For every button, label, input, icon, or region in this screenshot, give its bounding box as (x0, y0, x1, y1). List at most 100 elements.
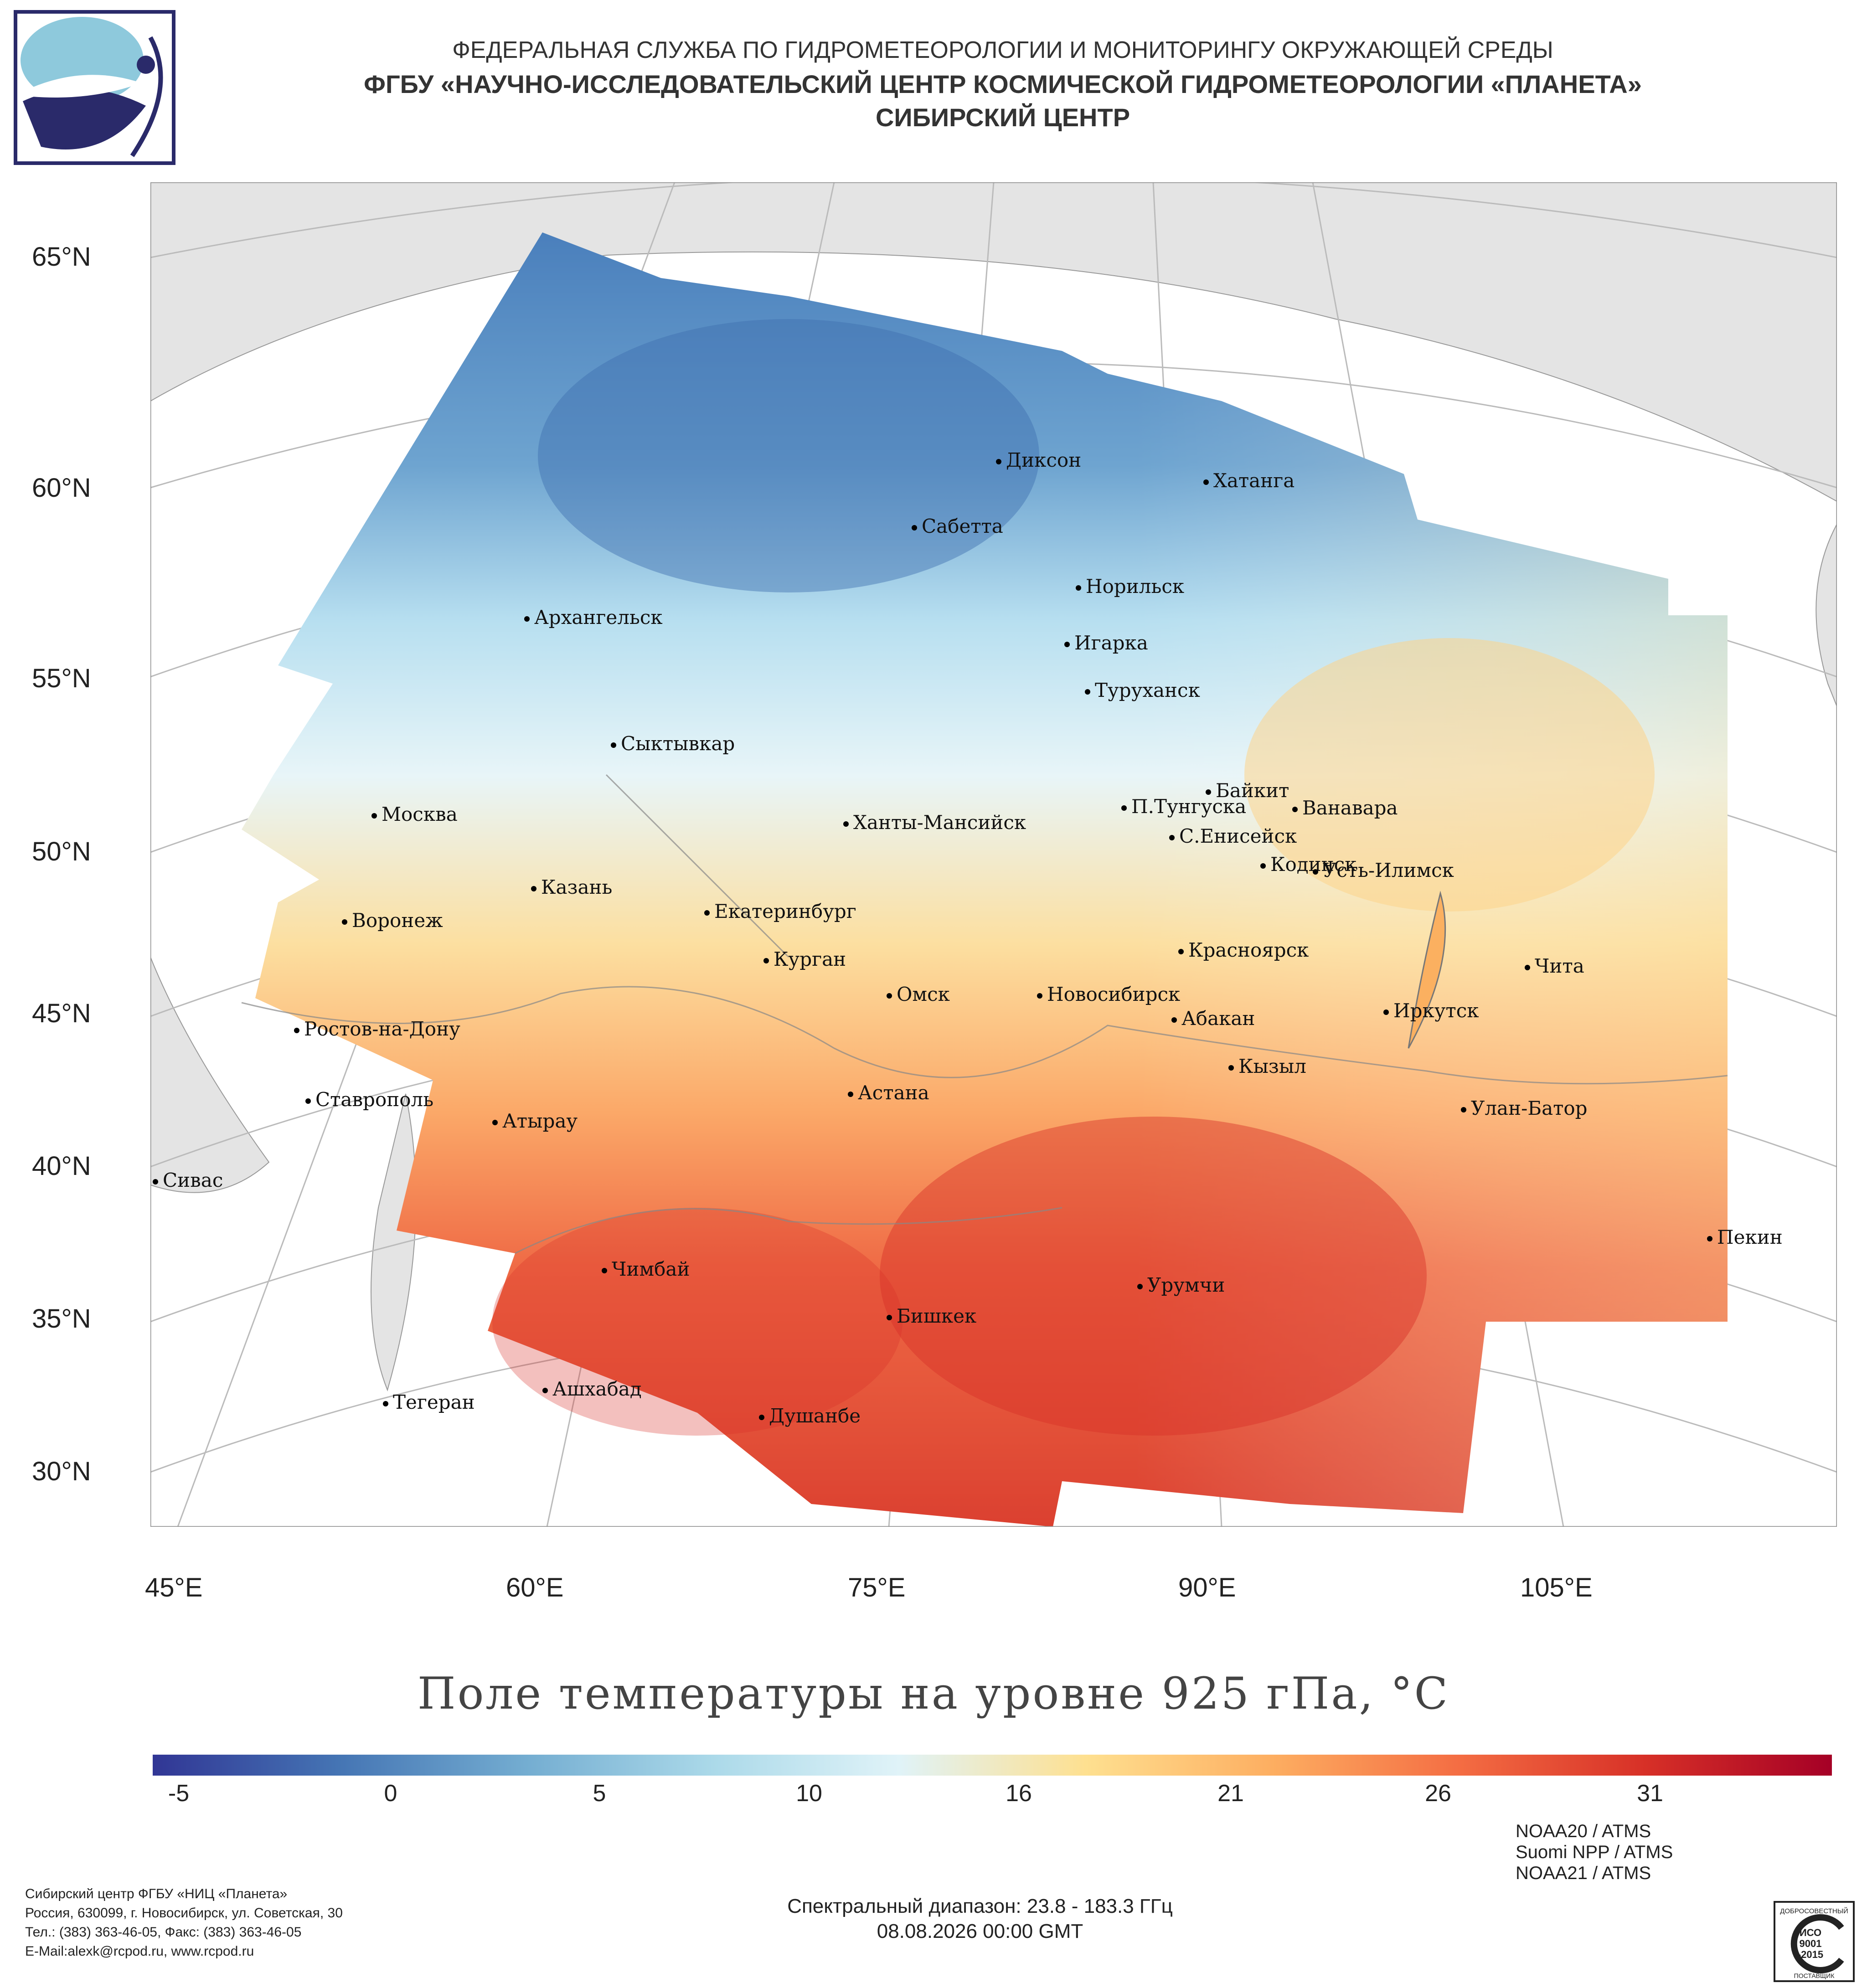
city-label: Курган (763, 948, 846, 970)
city-marker (1037, 993, 1042, 999)
city-marker (763, 958, 769, 963)
badge-number: 9001 (1800, 1938, 1822, 1949)
city-name: Ставрополь (315, 1088, 434, 1111)
city-label: Норильск (1076, 575, 1184, 597)
city-label: Улан-Батор (1461, 1097, 1588, 1119)
badge-bottom-text: ПОСТАВЩИК (1794, 1972, 1835, 1979)
lon-tick: 105°E (1520, 1573, 1593, 1602)
city-name: Игарка (1074, 632, 1148, 654)
city-name: Туруханск (1095, 679, 1200, 701)
org-name: Сибирский центр ФГБУ «НИЦ «Планета» (25, 1886, 288, 1901)
city-label: Чита (1525, 955, 1584, 977)
city-marker (1292, 807, 1298, 812)
city-name: Тегеран (393, 1391, 475, 1413)
logo (14, 10, 175, 165)
city-label: Тегеран (383, 1391, 475, 1413)
city-marker (492, 1120, 498, 1125)
city-label: Сивас (153, 1169, 223, 1191)
city-name: Чимбай (612, 1258, 690, 1280)
iso-badge: ДОБРОСОВЕСТНЫЙ ИСО 9001 -2015 ПОСТАВЩИК (1773, 1900, 1855, 1983)
colorbar-label: 16 (1006, 1780, 1032, 1807)
city-marker (1121, 805, 1127, 811)
product-info: Спектральный диапазон: 23.8 - 183.3 ГГц … (684, 1894, 1276, 1944)
center-title: СИБИРСКИЙ ЦЕНТР (875, 103, 1130, 132)
city-name: Норильск (1086, 575, 1185, 597)
city-label: Ростов-на-Дону (294, 1018, 460, 1040)
lon-tick: 45°E (145, 1573, 203, 1602)
colorbar-label: 5 (593, 1780, 606, 1807)
city-name: П.Тунгуска (1131, 795, 1247, 818)
email-link: E-Mail:alexk@rcpod.ru, www.rcpod.ru (25, 1944, 254, 1959)
city-name: Абакан (1181, 1007, 1255, 1030)
lat-tick: 45°N (32, 999, 91, 1028)
city-marker (1169, 835, 1175, 840)
city-label: Пекин (1707, 1226, 1783, 1248)
city-marker (531, 886, 536, 891)
satellite-list: NOAA20 / ATMS Suomi NPP / ATMS NOAA21 / … (1516, 1821, 1673, 1884)
city-name: Ванавара (1302, 797, 1398, 819)
city-marker (1313, 869, 1318, 875)
contact-info: Сибирский центр ФГБУ «НИЦ «Планета» Росс… (25, 1885, 343, 1961)
colorbar-label: 10 (796, 1780, 822, 1807)
city-name: Атырау (502, 1110, 578, 1132)
lat-tick: 35°N (32, 1304, 91, 1334)
city-name: Сивас (163, 1169, 223, 1191)
city-name: Кызыл (1238, 1055, 1306, 1077)
city-name: Диксон (1006, 449, 1082, 471)
lon-tick: 75°E (848, 1573, 906, 1602)
city-label: Иркутск (1383, 999, 1479, 1022)
city-marker (383, 1401, 388, 1406)
city-label: Омск (887, 983, 950, 1005)
city-marker (371, 813, 377, 819)
city-name: Астана (858, 1082, 929, 1104)
city-label: Ашхабад (542, 1378, 642, 1400)
city-marker (912, 525, 917, 530)
city-marker (1178, 949, 1184, 954)
city-label: Ханты-Мансийск (843, 811, 1026, 834)
agency-title: ФЕДЕРАЛЬНАЯ СЛУЖБА ПО ГИДРОМЕТЕОРОЛОГИИ … (452, 37, 1553, 63)
city-marker (1260, 863, 1266, 869)
city-name: Бишкек (897, 1305, 977, 1327)
city-name: Воронеж (352, 909, 443, 932)
city-label: П.Тунгуска (1121, 795, 1246, 818)
city-label: Чимбай (602, 1258, 690, 1280)
map-title: Поле температуры на уровне 925 гПа, °C (417, 1668, 1450, 1719)
colorbar (153, 1755, 1832, 1776)
city-name: Иркутск (1393, 999, 1479, 1022)
city-name: Ханты-Мансийск (853, 811, 1026, 834)
city-name: Чита (1535, 955, 1584, 977)
city-label: Атырау (492, 1110, 578, 1132)
city-marker (887, 1315, 892, 1320)
city-name: Архангельск (534, 606, 663, 628)
city-label: С.Енисейск (1169, 825, 1297, 847)
city-marker (1085, 689, 1090, 695)
colorbar-label: -5 (168, 1780, 190, 1807)
city-name: Сыктывкар (621, 732, 735, 755)
city-label: Игарка (1064, 632, 1148, 654)
city-marker (848, 1092, 853, 1097)
city-label: Астана (848, 1082, 929, 1104)
city-marker (887, 993, 892, 999)
city-name: Красноярск (1188, 939, 1309, 961)
city-name: Сабетта (922, 515, 1003, 537)
satellite-item: NOAA20 / ATMS (1516, 1821, 1651, 1841)
observation-datetime: 08.08.2026 00:00 GMT (877, 1920, 1083, 1942)
city-marker (1206, 789, 1211, 795)
city-marker (1137, 1284, 1143, 1289)
city-label: Казань (531, 876, 612, 898)
city-marker (1203, 479, 1209, 485)
city-label: Ставрополь (305, 1088, 433, 1111)
city-name: С.Енисейск (1179, 825, 1297, 847)
city-name: Ашхабад (552, 1378, 642, 1400)
address: Россия, 630099, г. Новосибирск, ул. Сове… (25, 1906, 343, 1921)
city-label: Сабетта (912, 515, 1003, 537)
city-name: Новосибирск (1047, 983, 1181, 1005)
city-marker (342, 919, 347, 925)
city-marker (611, 742, 616, 748)
city-marker (1076, 585, 1081, 591)
city-label: Душанбе (759, 1405, 861, 1427)
city-label: Ванавара (1292, 797, 1398, 819)
city-marker (843, 821, 849, 827)
lat-tick: 40°N (32, 1151, 91, 1181)
city-marker (1064, 642, 1070, 647)
